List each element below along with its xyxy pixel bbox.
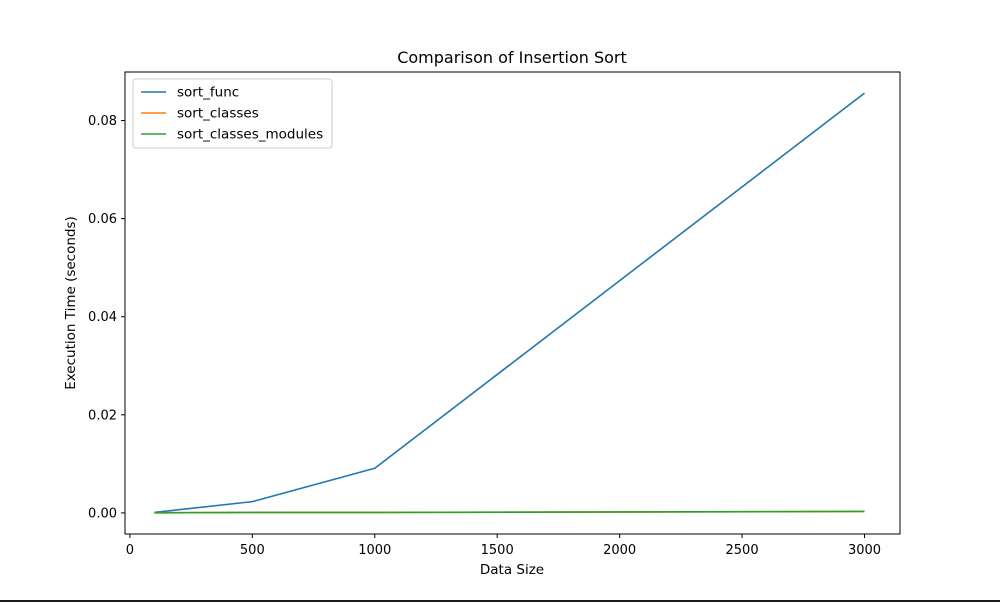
legend: sort_func sort_classes sort_classes_module… bbox=[132, 78, 333, 149]
y-tick-label: 0.08 bbox=[88, 114, 117, 129]
x-tick-label: 500 bbox=[240, 543, 265, 558]
axes: 0 500 1000 1500 2000 2500 3000 0.00 0.02 0.04 0.06… bbox=[88, 71, 901, 558]
x-tick-label: 0 bbox=[126, 543, 134, 558]
y-tick-label: 0.02 bbox=[88, 408, 117, 423]
x-tick-label: 2500 bbox=[726, 543, 759, 558]
x-tick-label: 3000 bbox=[848, 543, 881, 558]
x-axis-label: Data Size bbox=[480, 562, 544, 578]
series-line-sort-classes-modules bbox=[154, 510, 865, 514]
y-tick-label: 0.06 bbox=[88, 212, 117, 227]
legend-label-sort-func: sort_func bbox=[177, 85, 239, 101]
x-tick-label: 2000 bbox=[603, 543, 636, 558]
plot-frame bbox=[124, 71, 901, 535]
legend-label-sort-classes: sort_classes bbox=[177, 106, 259, 122]
chart-title: Comparison of Insertion Sort bbox=[397, 48, 627, 67]
y-axis-label: Execution Time (seconds) bbox=[63, 216, 79, 390]
legend-box bbox=[132, 78, 333, 149]
y-tick-label: 0.04 bbox=[88, 310, 117, 325]
x-tick-label: 1500 bbox=[481, 543, 514, 558]
series-line-sort-func bbox=[154, 92, 865, 514]
series-lines bbox=[154, 92, 865, 514]
x-tick-label: 1000 bbox=[358, 543, 391, 558]
legend-label-sort-classes-modules: sort_classes_modules bbox=[177, 127, 323, 143]
bottom-divider bbox=[0, 600, 1000, 602]
y-tick-label: 0.00 bbox=[88, 506, 117, 521]
